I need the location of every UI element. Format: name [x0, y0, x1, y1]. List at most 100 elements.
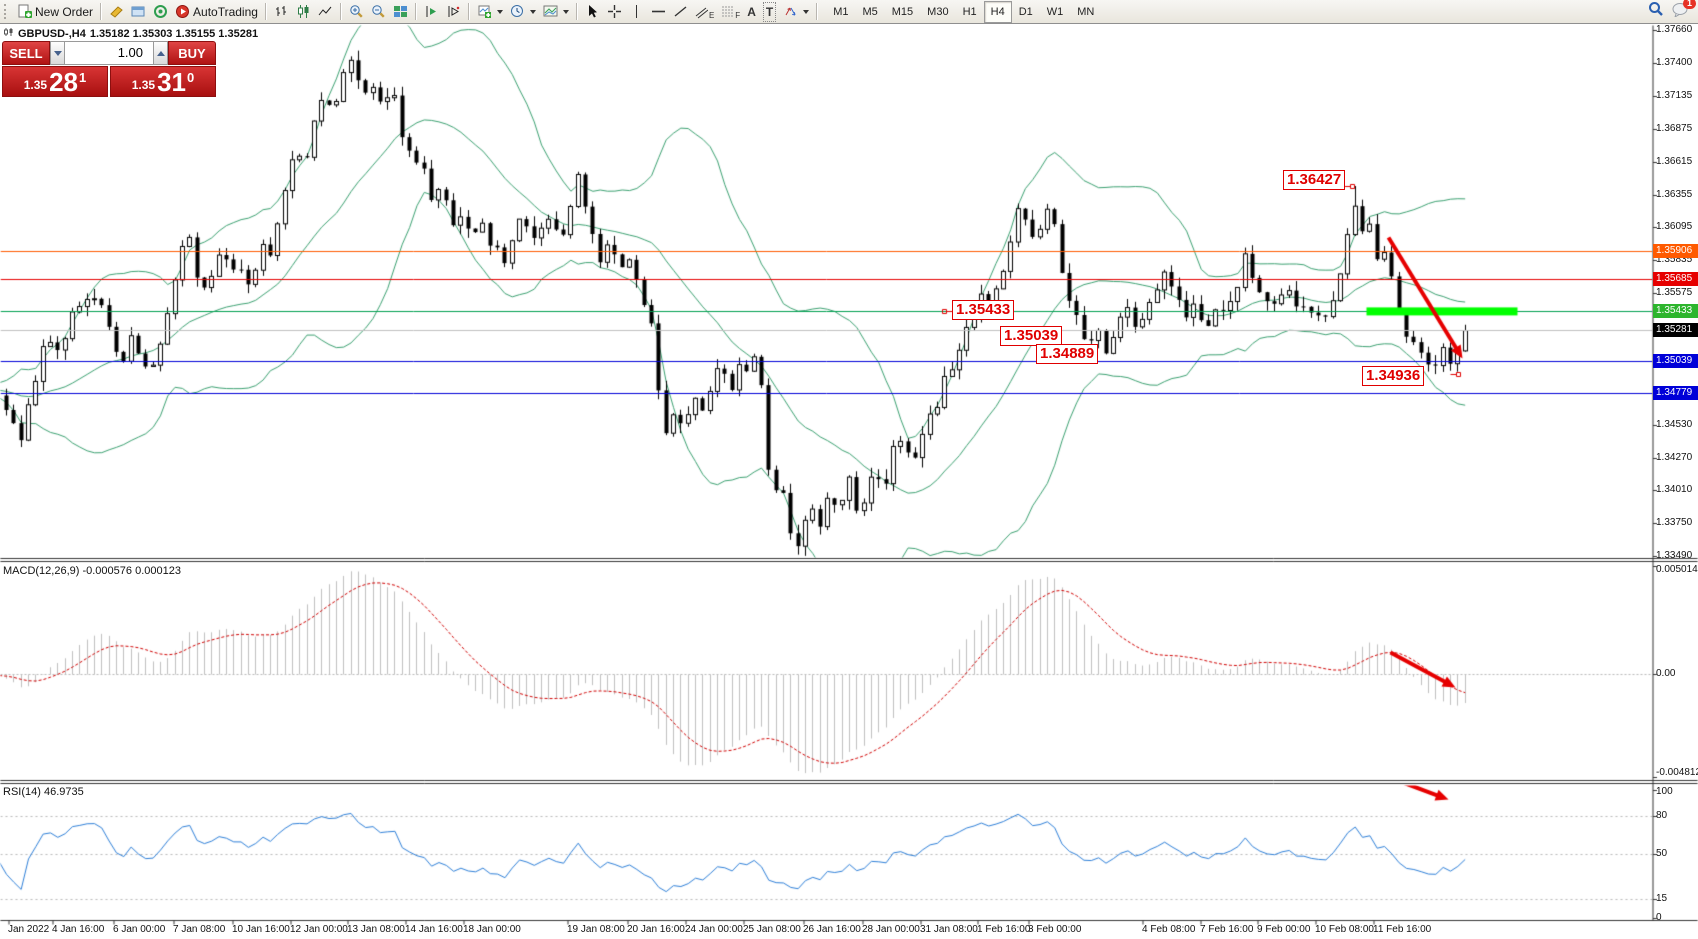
price-tick: 1.33490 — [1656, 550, 1693, 561]
sell-button[interactable]: SELL — [2, 41, 50, 65]
toolbar-separator — [575, 3, 578, 20]
rsi-axis-label: 15 — [1656, 892, 1668, 904]
new-chart-button[interactable] — [474, 2, 506, 22]
bar-chart-button[interactable] — [271, 2, 292, 22]
autoscroll-button[interactable] — [443, 2, 464, 22]
time-label: 26 Jan 16:00 — [803, 924, 861, 935]
horizontal-line-tool-button[interactable] — [648, 2, 669, 22]
text-label-tool-button[interactable]: T — [760, 1, 779, 22]
timeframe-h1[interactable]: H1 — [962, 5, 977, 18]
text-tool-button[interactable]: A — [744, 2, 759, 22]
autotrading-button[interactable]: AutoTrading — [172, 2, 261, 22]
price-level-badge: 1.35433 — [1653, 303, 1698, 318]
timeframe-m30[interactable]: M30 — [927, 5, 949, 18]
cursor-icon — [585, 4, 600, 19]
time-label: 9 Feb 00:00 — [1257, 924, 1311, 935]
navigator-button[interactable] — [150, 2, 171, 22]
chart-shift-icon — [424, 4, 439, 19]
chart-ohlc-values: 1.35182 1.35303 1.35155 1.35281 — [89, 27, 259, 40]
timeframe-d1[interactable]: D1 — [1018, 5, 1033, 18]
fibonacci-label: F — [735, 10, 741, 20]
volume-decrease-button[interactable] — [50, 41, 65, 65]
time-label: 12 Jan 00:00 — [290, 924, 348, 935]
search-icon[interactable] — [1648, 1, 1664, 22]
toolbar-separator — [339, 3, 342, 20]
dropdown-caret-icon — [496, 9, 503, 14]
one-click-trading-panel: SELL 1.00 BUY 1.35 28 1 1.35 31 0 — [2, 41, 216, 97]
time-label: Jan 2022 — [8, 924, 50, 935]
buy-price-display[interactable]: 1.35 31 0 — [110, 66, 216, 97]
cursor-tool-button[interactable] — [582, 2, 603, 22]
dropdown-caret-icon — [529, 9, 536, 14]
sell-price-pip: 1 — [79, 70, 87, 85]
price-tick: 1.34270 — [1656, 451, 1693, 463]
timeframe-m1[interactable]: M1 — [833, 5, 849, 18]
channel-tool-button[interactable]: E — [692, 2, 717, 22]
spinner-up-icon — [156, 50, 165, 56]
template-button[interactable] — [540, 2, 572, 22]
price-annotation[interactable]: 1.35039 — [1000, 326, 1063, 346]
crosshair-icon — [607, 4, 622, 19]
notification-badge: 1 — [1683, 0, 1696, 9]
terminal-button[interactable] — [106, 2, 127, 22]
candlestick-chart-button[interactable] — [293, 2, 314, 22]
period-icon — [510, 4, 525, 19]
crosshair-tool-button[interactable] — [604, 2, 625, 22]
zoom-out-button[interactable] — [368, 2, 389, 22]
timeframe-m15[interactable]: M15 — [891, 5, 914, 18]
line-chart-button[interactable] — [315, 2, 336, 22]
zoom-in-icon — [349, 4, 364, 19]
volume-increase-button[interactable] — [153, 41, 168, 65]
price-annotation[interactable]: 1.36427 — [1283, 170, 1346, 190]
autotrading-icon — [175, 4, 190, 19]
timeframe-w1[interactable]: W1 — [1046, 5, 1064, 18]
spinner-down-icon — [53, 50, 62, 56]
chart-icon — [4, 27, 14, 40]
timeframe-mn[interactable]: MN — [1077, 5, 1095, 18]
sell-price-main: 28 — [49, 67, 79, 97]
trendline-tool-button[interactable] — [670, 2, 691, 22]
sell-price-display[interactable]: 1.35 28 1 — [2, 66, 108, 97]
time-label: 3 Feb 00:00 — [1028, 924, 1082, 935]
chart-ohlc-header: GBPUSD-,H4 1.35182 1.35303 1.35155 1.352… — [4, 27, 258, 40]
time-label: 31 Jan 08:00 — [920, 924, 978, 935]
time-label: 7 Jan 08:00 — [173, 924, 226, 935]
chart-symbol-period: GBPUSD-,H4 — [18, 27, 86, 40]
time-label: 4 Feb 08:00 — [1142, 924, 1196, 935]
metaeditor-icon — [131, 4, 146, 19]
time-label: 13 Jan 08:00 — [347, 924, 405, 935]
toolbar-grip[interactable] — [4, 4, 10, 19]
candlestick-chart-icon — [296, 4, 311, 19]
price-level-badge: 1.35281 — [1653, 323, 1698, 338]
channel-label: E — [708, 10, 715, 20]
text-label-icon: T — [762, 1, 777, 22]
time-label: 7 Feb 16:00 — [1200, 924, 1254, 935]
shapes-tool-button[interactable] — [780, 2, 812, 22]
volume-input[interactable]: 1.00 — [65, 41, 153, 65]
price-annotation[interactable]: 1.35433 — [952, 300, 1015, 320]
timeframe-m5[interactable]: M5 — [862, 5, 878, 18]
price-tick: 1.37660 — [1656, 24, 1693, 35]
metaeditor-button[interactable] — [128, 2, 149, 22]
price-annotation[interactable]: 1.34889 — [1036, 344, 1099, 364]
vertical-line-tool-button[interactable] — [626, 2, 647, 22]
chat-button[interactable]: 1 — [1672, 0, 1696, 22]
chart-shift-button[interactable] — [421, 2, 442, 22]
price-annotation[interactable]: 1.34936 — [1362, 366, 1425, 386]
channel-icon — [695, 4, 708, 19]
line-chart-icon — [318, 4, 333, 19]
rsi-axis-label: 80 — [1656, 809, 1668, 821]
sell-price-prefix: 1.35 — [23, 78, 48, 92]
new-order-button[interactable]: New Order — [14, 2, 96, 22]
price-tick: 1.34010 — [1656, 484, 1693, 496]
period-button[interactable] — [507, 2, 539, 22]
tile-windows-button[interactable] — [390, 2, 411, 22]
time-label: 1 Feb 16:00 — [977, 924, 1031, 935]
price-tick: 1.36095 — [1656, 221, 1693, 233]
fibonacci-tool-button[interactable]: F — [718, 2, 743, 22]
buy-button[interactable]: BUY — [168, 41, 216, 65]
autoscroll-icon — [446, 4, 461, 19]
zoom-in-button[interactable] — [346, 2, 367, 22]
timeframe-h4[interactable]: H4 — [983, 0, 1012, 23]
